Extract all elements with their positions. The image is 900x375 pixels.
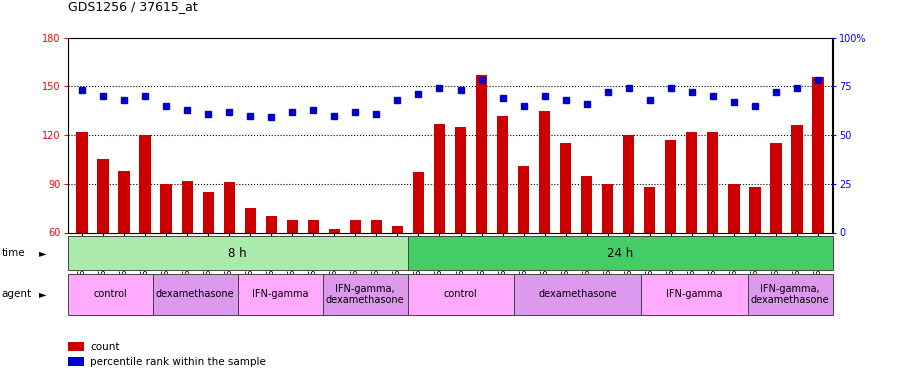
Bar (182, 180, 194, 330)
Bar (308, 219, 320, 330)
Bar (476, 75, 487, 330)
Bar (728, 184, 740, 330)
Bar (706, 132, 718, 330)
Bar (602, 184, 614, 330)
Text: GDS1256 / 37615_at: GDS1256 / 37615_at (68, 0, 197, 13)
Bar (434, 124, 446, 330)
Text: IFN-gamma,
dexamethasone: IFN-gamma, dexamethasone (751, 284, 829, 305)
Bar (413, 172, 424, 330)
Bar (119, 171, 130, 330)
Text: ►: ► (40, 248, 47, 258)
Bar (140, 135, 151, 330)
Bar (286, 219, 298, 330)
Bar (76, 132, 88, 330)
Bar (371, 219, 382, 330)
Bar (328, 229, 340, 330)
Text: percentile rank within the sample: percentile rank within the sample (90, 357, 266, 367)
Bar (665, 140, 677, 330)
Bar (514, 274, 641, 315)
Bar (160, 184, 172, 330)
Bar (560, 143, 572, 330)
Bar (68, 274, 152, 315)
Bar (68, 236, 408, 270)
Bar (791, 125, 803, 330)
Text: agent: agent (2, 290, 32, 299)
Bar (812, 76, 824, 330)
Bar (97, 159, 109, 330)
Bar (202, 192, 214, 330)
Bar (349, 219, 361, 330)
Bar (770, 143, 781, 330)
Bar (644, 187, 655, 330)
Bar (223, 182, 235, 330)
Text: 24 h: 24 h (607, 247, 633, 259)
Text: count: count (90, 342, 120, 352)
Text: IFN-gamma,
dexamethasone: IFN-gamma, dexamethasone (326, 284, 404, 305)
Bar (152, 274, 238, 315)
Text: 8 h: 8 h (229, 247, 247, 259)
Text: ►: ► (40, 290, 47, 299)
Bar (641, 274, 748, 315)
Text: IFN-gamma: IFN-gamma (252, 290, 308, 299)
Text: dexamethasone: dexamethasone (156, 290, 234, 299)
Bar (539, 111, 551, 330)
Bar (266, 216, 277, 330)
Bar (68, 342, 84, 351)
Bar (580, 176, 592, 330)
Bar (408, 236, 832, 270)
Bar (245, 208, 256, 330)
Text: control: control (444, 290, 478, 299)
Bar (518, 166, 529, 330)
Bar (322, 274, 408, 315)
Bar (497, 116, 508, 330)
Bar (748, 274, 832, 315)
Text: IFN-gamma: IFN-gamma (666, 290, 723, 299)
Bar (623, 135, 634, 330)
Bar (238, 274, 322, 315)
Bar (686, 132, 698, 330)
Bar (392, 226, 403, 330)
Text: control: control (93, 290, 127, 299)
Bar (749, 187, 760, 330)
Text: dexamethasone: dexamethasone (538, 290, 616, 299)
Text: time: time (2, 248, 25, 258)
Bar (408, 274, 514, 315)
Bar (454, 127, 466, 330)
Bar (68, 357, 84, 366)
